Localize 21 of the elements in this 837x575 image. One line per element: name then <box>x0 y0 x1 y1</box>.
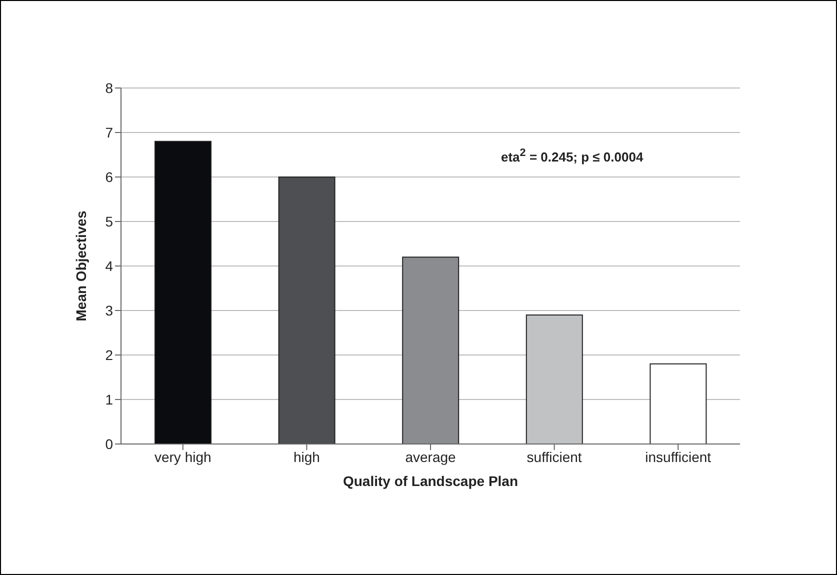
y-tick-label: 0 <box>105 436 114 452</box>
y-tick-label: 4 <box>105 258 114 274</box>
y-tick-label: 5 <box>105 213 114 230</box>
y-tick-label: 1 <box>105 391 114 408</box>
y-tick-label: 8 <box>105 80 114 96</box>
x-tick-label: high <box>293 448 320 465</box>
bar <box>650 363 707 444</box>
x-tick-label: very high <box>154 448 212 465</box>
y-tick-label: 7 <box>105 124 114 140</box>
x-tick-label: sufficient <box>526 448 582 465</box>
y-axis-title: Mean Objectives <box>72 210 89 322</box>
annotation: eta$^{2}$ = 0.245; p ≤ 0.0004 <box>501 147 644 164</box>
bar <box>402 256 460 444</box>
y-tick-label: 2 <box>105 346 114 363</box>
y-tick-label: 6 <box>105 168 114 185</box>
bar <box>154 140 212 444</box>
x-tick-label: average <box>405 448 456 465</box>
y-tick-label: 3 <box>105 302 114 318</box>
bar <box>278 176 336 444</box>
x-tick-label: insufficient <box>645 448 712 465</box>
x-axis-title: Quality of Landscape Plan <box>342 473 518 489</box>
